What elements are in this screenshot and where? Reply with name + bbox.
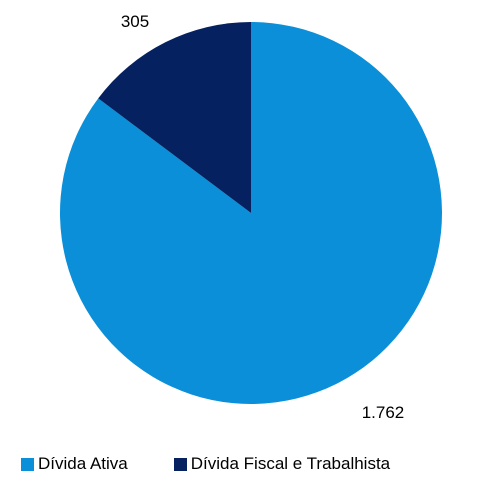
legend-item-divida-ativa: Dívida Ativa [21,454,128,474]
data-label-divida-fiscal: 305 [121,12,149,31]
data-label-divida-ativa: 1.762 [362,403,405,422]
slice-divida-ativa [59,22,442,405]
slice-divida-fiscal [98,22,252,213]
legend-item-divida-fiscal: Dívida Fiscal e Trabalhista [173,454,391,474]
legend-swatch-divida-ativa [21,457,34,471]
legend-swatch-divida-fiscal [173,457,187,471]
legend-label-divida-ativa: Dívida Ativa [38,454,128,473]
legend-label-divida-fiscal: Dívida Fiscal e Trabalhista [190,454,391,473]
legend: Dívida Ativa Dívida Fiscal e Trabalhista [21,454,390,474]
